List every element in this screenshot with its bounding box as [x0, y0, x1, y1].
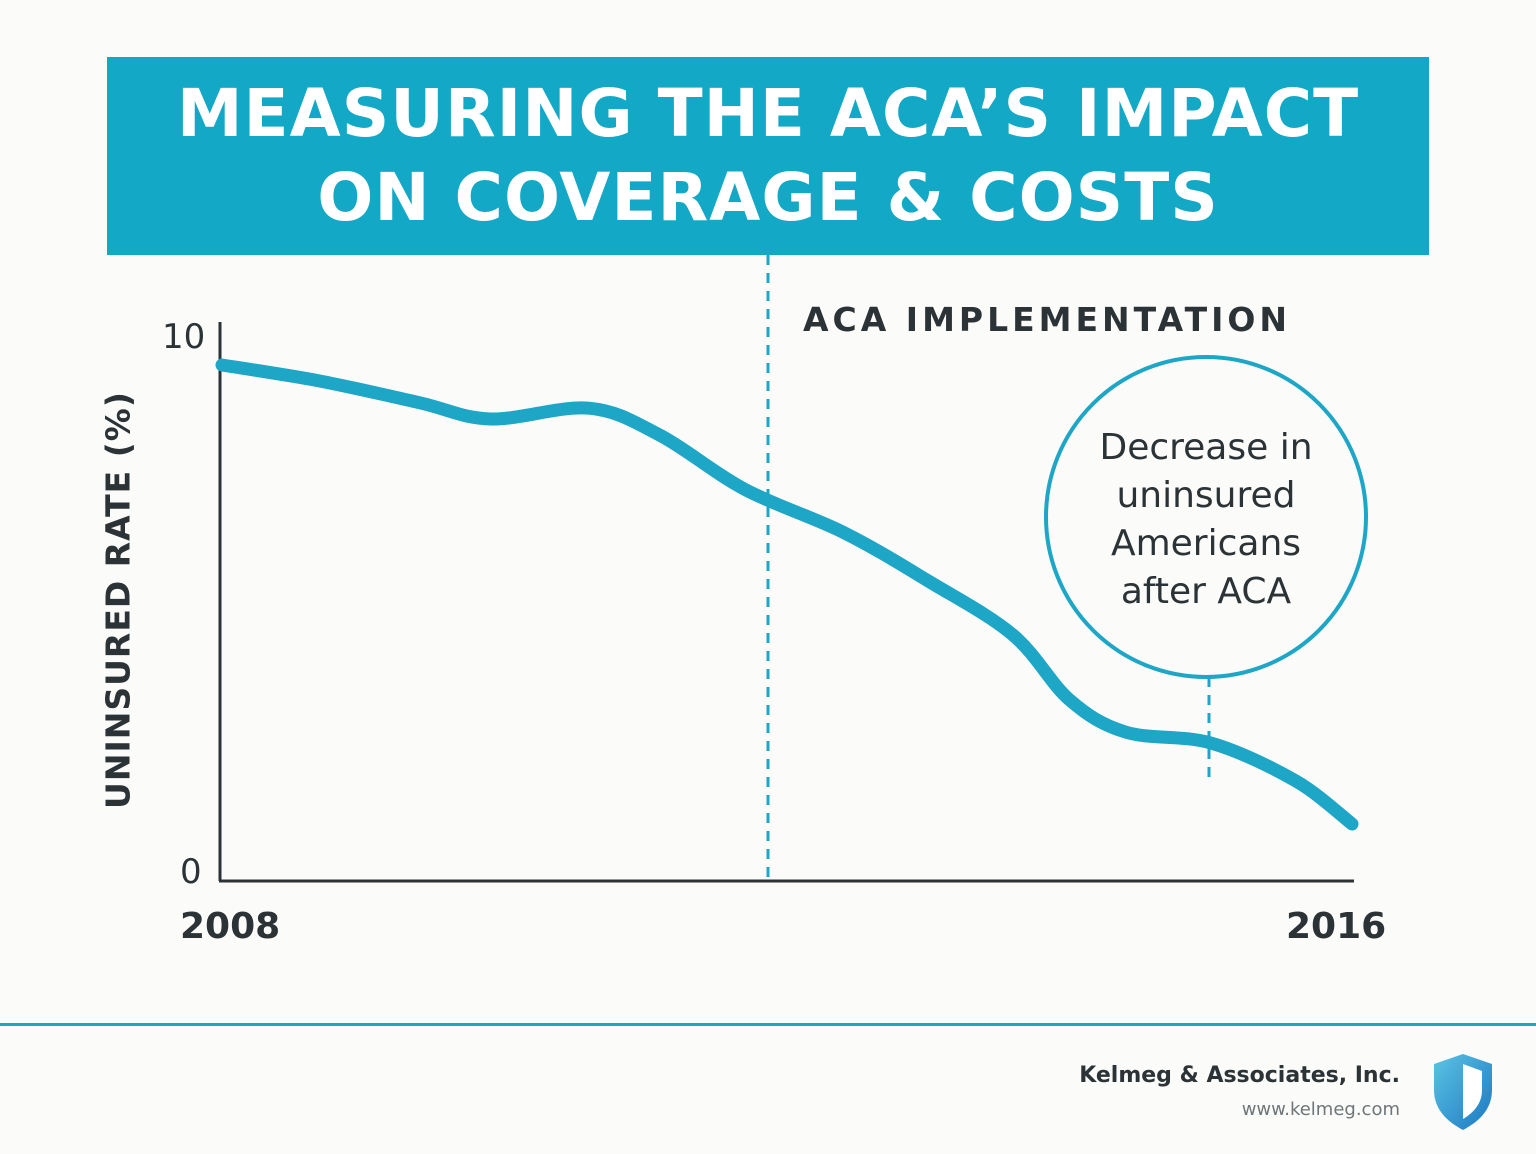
callout-line-3: Americans [1110, 523, 1302, 564]
x-tick-label-end: 2016 [1286, 906, 1387, 947]
callout-circle [1044, 355, 1368, 679]
title-banner: MEASURING THE ACA’S IMPACT ON COVERAGE &… [107, 57, 1429, 255]
x-tick-label-start: 2008 [180, 906, 281, 947]
shield-icon [1434, 1054, 1492, 1130]
y-tick-label-min: 0 [180, 852, 202, 892]
aca-implementation-label: ACA IMPLEMENTATION [803, 300, 1292, 339]
y-axis-label: UNINSURED RATE (%) [98, 391, 138, 809]
footer-url: www.kelmeg.com [1241, 1099, 1400, 1120]
title-line-2: ON COVERAGE & COSTS [317, 159, 1219, 236]
uninsured-rate-series [215, 358, 1359, 831]
y-tick-label-max: 10 [162, 317, 206, 357]
callout-line-1: Decrease in [1099, 427, 1313, 468]
footer-company-name: Kelmeg & Associates, Inc. [1079, 1063, 1400, 1088]
title-line-1: MEASURING THE ACA’S IMPACT [176, 75, 1360, 152]
callout-line-4: after ACA [1120, 571, 1292, 612]
footer-divider [0, 1023, 1536, 1026]
callout-line-2: uninsured [1116, 475, 1296, 516]
callout-text: Decrease in uninsured Americans after AC… [1068, 424, 1344, 616]
